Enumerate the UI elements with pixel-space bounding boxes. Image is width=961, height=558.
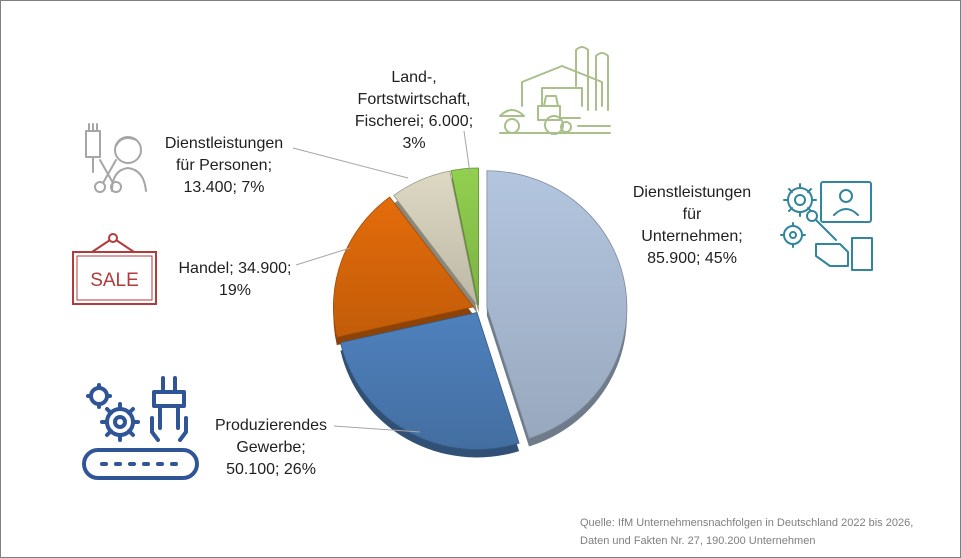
data-labels: Dienstleistungen für Unternehmen; 85.900; 4…	[165, 69, 751, 478]
sale-sign-icon: SALE	[72, 233, 157, 305]
farm-icon	[499, 46, 611, 135]
leader-lines	[292, 130, 471, 433]
data-label-0: Dienstleistungen für Unternehmen; 85.900; 4…	[633, 184, 751, 267]
pie-slice-0	[486, 170, 628, 439]
pie-slice-2	[332, 196, 475, 338]
manufacturing-icon	[82, 376, 199, 480]
pie-slice-3	[393, 170, 478, 306]
source-note: Quelle: IfM Unternehmensnachfolgen in De…	[580, 514, 913, 550]
data-label-2: Handel; 34.900; 19%	[179, 260, 292, 299]
hairdresser-icon	[85, 123, 147, 193]
leader-line-3	[292, 147, 409, 179]
leader-line-1	[333, 425, 421, 433]
pie-slice-4	[450, 167, 480, 306]
source-line-1: Quelle: IfM Unternehmensnachfolgen in De…	[580, 517, 914, 529]
source-line-2: Daten und Fakten Nr. 27, 190.200 Unterne…	[580, 535, 816, 547]
data-label-1: Produzierendes Gewerbe; 50.100; 26%	[215, 417, 327, 478]
business-services-icon	[780, 181, 873, 271]
leader-line-2	[295, 247, 351, 266]
data-label-4: Land-, Fortstwirtschaft, Fischerei; 6.000;…	[355, 69, 473, 152]
data-label-3: Dienstleistungen für Personen; 13.400; 7%	[165, 135, 283, 196]
leader-line-4	[463, 130, 471, 174]
pie-slices	[332, 167, 628, 458]
sale-text: SALE	[90, 270, 139, 291]
